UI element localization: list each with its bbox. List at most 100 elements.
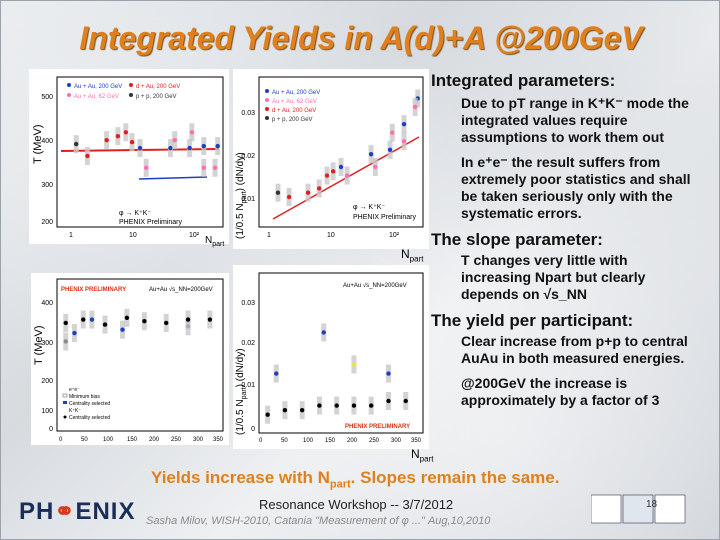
plot-br-ytick-2: 0.01 bbox=[241, 382, 255, 389]
plot-tr-ylabel-end: ) (dN/dy) bbox=[235, 152, 246, 191]
plot-bl-point-1-0 bbox=[72, 330, 77, 336]
plot-tr-legend-marker-2 bbox=[265, 107, 269, 111]
integrated-heading: Integrated parameters: bbox=[431, 71, 616, 90]
plot-tr-point-1-4 bbox=[412, 104, 418, 110]
plot-br-ytick-0: 0.03 bbox=[241, 300, 255, 307]
plot-br-xtick-2: 100 bbox=[303, 438, 314, 444]
plot-tl-point-0-3 bbox=[201, 143, 206, 149]
plot-br-point-1-0 bbox=[274, 371, 279, 376]
integrated-body: Due to pT range in K⁺K⁻ mode the integra… bbox=[461, 95, 689, 145]
plot-tl-legend-2: d + Au, 200 GeV bbox=[136, 84, 180, 90]
plot-tl-point-2-0 bbox=[85, 153, 90, 159]
plot-tr-ytick-0: 0.03 bbox=[241, 110, 255, 117]
plot-tl-xlabel-main: N bbox=[205, 235, 213, 246]
plot-tr-point-2-4 bbox=[330, 169, 336, 174]
plot-tr-legend-3: p + p, 200 GeV bbox=[272, 117, 313, 123]
plot-bl-ytick-4: 0 bbox=[49, 426, 53, 433]
plot-tr-xlabel-sub: part bbox=[409, 254, 424, 264]
plot-bl-point-2-4 bbox=[142, 319, 147, 324]
plot-tl-point-0-1 bbox=[168, 145, 173, 151]
yield-body: Clear increase from p+p to central AuAu … bbox=[461, 333, 688, 366]
plot-bl-legend-1: Minimum bias bbox=[69, 394, 100, 400]
plot-bl-point-0-0 bbox=[63, 339, 68, 344]
plot-tr-point-3-0 bbox=[275, 190, 281, 195]
plot-tl-legend-0: Au + Au, 200 GeV bbox=[74, 84, 122, 90]
plot-br-xtick-0: 0 bbox=[259, 438, 263, 444]
plot-bl-yticks: 400 300 200 100 0 bbox=[41, 300, 53, 433]
plot-br-xtick-3: 150 bbox=[325, 438, 336, 444]
plot-yield-log: (1/0.5 Npart) (dN/dy) 0.03 0.02 0.01 1 1… bbox=[233, 69, 429, 263]
plot-tl-legend-1: Au + Au, 62 GeV bbox=[74, 94, 119, 100]
plot-tr-xticks: 1 10 10² bbox=[267, 232, 400, 239]
plot-br-xtick-7: 350 bbox=[411, 438, 422, 444]
plot-tl-point-0-0 bbox=[137, 145, 143, 151]
slope-heading: The slope parameter: bbox=[431, 230, 603, 249]
plot-tr-point-0-1 bbox=[368, 151, 374, 157]
footer-ghost-text: Sasha Milov, WISH-2010, Catania "Measure… bbox=[146, 515, 491, 527]
plot-bl-ytick-3: 100 bbox=[41, 408, 53, 415]
plot-bl-ytick-0: 400 bbox=[41, 300, 53, 307]
plot-tr-point-0-3 bbox=[401, 121, 407, 127]
slope-body: T changes very little with increasing Np… bbox=[461, 252, 646, 302]
plot-br-point-2-6 bbox=[369, 403, 374, 408]
plot-tr-legend-marker-0 bbox=[265, 89, 269, 93]
plot-tl-point-2-4 bbox=[129, 139, 135, 145]
plot-tr-point-0-0 bbox=[338, 164, 344, 170]
plot-bl-header-left: PHENIX PRELIMINARY bbox=[61, 287, 126, 293]
page-number: 18 bbox=[646, 499, 658, 510]
plot-tl-yticks: 500 400 300 200 bbox=[41, 94, 53, 226]
plot-bl-legend-3: K⁺K⁻ bbox=[69, 408, 81, 414]
plot-tr-legend: Au + Au, 200 GeV Au + Au, 62 GeV d + Au,… bbox=[265, 89, 320, 123]
plot-tl-legend: Au + Au, 200 GeV Au + Au, 62 GeV d + Au,… bbox=[67, 83, 180, 100]
plot-tl-point-3-0 bbox=[74, 141, 79, 147]
plot-tl-ytick-0: 500 bbox=[41, 94, 53, 101]
plot-tl-fit-line-2 bbox=[138, 176, 208, 180]
plot-bl-svg: T (MeV) PHENIX PRELIMINARY Au+Au √s_NN=2… bbox=[33, 278, 224, 443]
summary-line: Yields increase with Npart. Slopes remai… bbox=[151, 468, 559, 490]
plot-br-point-2-0 bbox=[265, 412, 270, 417]
plot-tl-xticks: 1 10 10² bbox=[69, 232, 200, 239]
plot-bl-legend-2: Centrality selected bbox=[69, 401, 110, 407]
plot-tl-ylabel: T (MeV) bbox=[32, 124, 44, 164]
plot-br-yticks: 0.03 0.02 0.01 0 bbox=[241, 300, 255, 433]
plot-br-point-2-2 bbox=[299, 407, 305, 413]
plot-tr-xlabel-main: N bbox=[401, 247, 410, 261]
plot-tr-ytick-2: 0.01 bbox=[241, 196, 255, 203]
plot-tr-point-1-0 bbox=[344, 173, 350, 178]
plot-tl-point-1-0 bbox=[143, 165, 149, 170]
plot-bl-points bbox=[63, 308, 213, 351]
plot-tl-point-0-2 bbox=[187, 145, 192, 151]
summary-line-end: . Slopes remain the same. bbox=[350, 468, 560, 487]
plot-tr-xlabel: Npart bbox=[401, 247, 423, 263]
plot-br-xticks: 0 50 100 150 200 250 300 350 bbox=[259, 438, 422, 444]
plot-tl-xlabel-sub: part bbox=[212, 241, 225, 248]
plot-br-point-2-7 bbox=[386, 398, 391, 404]
plot-bl-legend-marker-4 bbox=[63, 415, 67, 419]
plot-br-xtick-5: 250 bbox=[369, 438, 380, 444]
plot-tl-point-1-4 bbox=[212, 165, 218, 170]
plot-tl-legend-marker-3 bbox=[129, 93, 133, 97]
logo-weizmann bbox=[591, 494, 622, 524]
plot-br-svg: (1/0.5 Npart) (dN/dy) Au+Au √s_NN=200GeV… bbox=[235, 272, 424, 444]
plot-tl-legend-marker-2 bbox=[129, 83, 133, 87]
plot-yield-linear: (1/0.5 Npart) (dN/dy) Au+Au √s_NN=200GeV… bbox=[233, 265, 429, 449]
plot-tl-xtick-0: 1 bbox=[69, 232, 73, 239]
plot-bl-point-2-7 bbox=[207, 317, 213, 322]
plot-tr-legend-marker-3 bbox=[265, 116, 269, 120]
plot-tr-legend-1: Au + Au, 62 GeV bbox=[272, 99, 317, 105]
plot-br-xlabel-sub: part bbox=[419, 454, 434, 464]
plot-tr-xtick-0: 1 bbox=[267, 232, 271, 239]
plot-tl-xtick-2: 10² bbox=[189, 232, 200, 239]
plot-bl-legend-0: e⁺e⁻ bbox=[69, 387, 80, 393]
plot-bl-xtick-0: 0 bbox=[59, 437, 63, 443]
plot-tr-legend-0: Au + Au, 200 GeV bbox=[272, 90, 320, 96]
plot-tr-point-2-1 bbox=[305, 190, 311, 195]
plot-bl-point-2-1 bbox=[81, 317, 86, 322]
plot-tl-annot1: φ → K⁺K⁻ bbox=[119, 210, 151, 217]
plot-br-xtick-4: 200 bbox=[347, 438, 358, 444]
plot-tl-point-0-4 bbox=[215, 143, 220, 149]
plot-tr-point-0-2 bbox=[387, 147, 393, 153]
plot-br-point-2-4 bbox=[334, 403, 339, 408]
plot-bl-point-1-2 bbox=[120, 327, 125, 332]
plot-br-ylabel-sub: part bbox=[241, 387, 248, 399]
